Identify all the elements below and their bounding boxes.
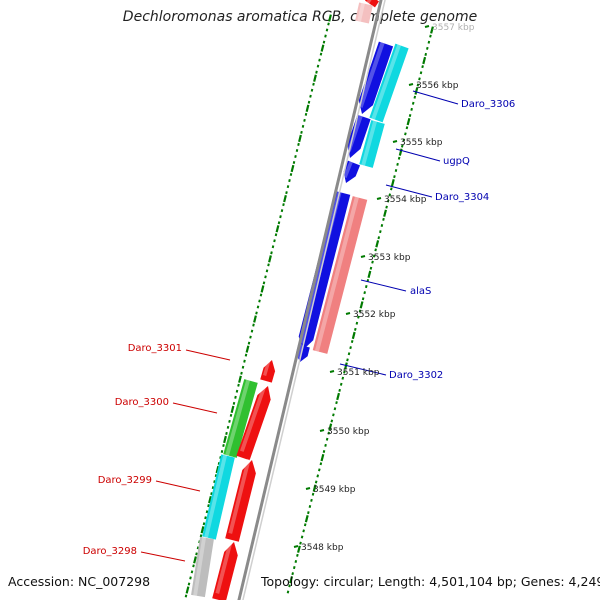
leader-line xyxy=(155,480,201,492)
gene-feature-daro-3301 xyxy=(260,358,276,383)
ruler-label: 3553 kbp xyxy=(368,253,411,263)
gene-features xyxy=(191,0,409,600)
ruler-label: 3550 kbp xyxy=(327,427,370,437)
leader-line xyxy=(339,363,387,376)
leader-line xyxy=(385,184,433,198)
leader-line xyxy=(360,279,407,292)
gene-feature-daro-3300-green xyxy=(223,379,258,458)
ruler-label: 3554 kbp xyxy=(384,195,427,205)
tick-track-left xyxy=(184,14,332,598)
gene-feature-daro-3298-gray xyxy=(191,536,214,598)
ruler-label: 3551 kbp xyxy=(337,368,380,378)
leader-line xyxy=(140,551,186,562)
ruler-label: 3557 kbp xyxy=(432,23,475,33)
gene-feature-daro-3304 xyxy=(343,160,361,183)
gene-feature-daro-3299 xyxy=(225,458,256,542)
ruler-label: 3549 kbp xyxy=(313,485,356,495)
ruler-labels: 3557 kbp 3556 kbp 3555 kbp 3554 kbp 3553 kbp… xyxy=(293,23,475,553)
ruler-label: 3552 kbp xyxy=(353,310,396,320)
label-leader-lines xyxy=(140,90,459,562)
ruler-label: 3548 kbp xyxy=(301,543,344,553)
genome-backbone xyxy=(237,0,386,600)
gene-feature-daro-3306-cyan xyxy=(369,43,409,123)
gene-feature-daro-3298 xyxy=(212,540,238,600)
gene-feature-ugpq-cyan xyxy=(359,120,385,168)
map-title: Dechloromonas aromatica RCB, complete ge… xyxy=(122,9,478,25)
gene-label: Daro_3306 xyxy=(461,99,515,110)
tick-marks xyxy=(184,14,434,598)
topology-text: Topology: circular; Length: 4,501,104 bp… xyxy=(261,574,600,589)
accession-text: Accession: NC_007298 xyxy=(8,574,151,589)
gene-feature-daro-3306 xyxy=(358,41,394,114)
gene-feature-daro-3300 xyxy=(236,384,271,461)
gene-label: ugpQ xyxy=(443,156,470,167)
gene-feature-top-pink xyxy=(355,2,373,24)
ruler-label: 3556 kbp xyxy=(416,81,459,91)
leader-line xyxy=(395,148,441,162)
gene-feature-alas-pink xyxy=(312,196,368,354)
backbone-line-inner xyxy=(242,0,386,600)
gene-feature-daro-3299-cyan xyxy=(202,454,235,540)
gene-label: Daro_3298 xyxy=(83,546,137,557)
gene-labels: Daro_3306 ugpQ Daro_3304 alaS Daro_3302 Daro_… xyxy=(83,99,516,557)
gene-label: Daro_3302 xyxy=(389,370,443,381)
gene-label: Daro_3304 xyxy=(435,192,489,203)
leader-line xyxy=(412,90,459,105)
gene-label: alaS xyxy=(410,286,431,297)
gene-feature-top-red xyxy=(365,0,379,8)
gene-label: Daro_3300 xyxy=(115,397,169,408)
ruler-label: 3555 kbp xyxy=(400,138,443,148)
leader-line xyxy=(185,349,231,361)
gene-label: Daro_3301 xyxy=(128,343,182,354)
backbone-line xyxy=(237,0,383,600)
gene-label: Daro_3299 xyxy=(98,475,152,486)
tick-track-right xyxy=(286,26,434,594)
leader-line xyxy=(172,402,218,414)
